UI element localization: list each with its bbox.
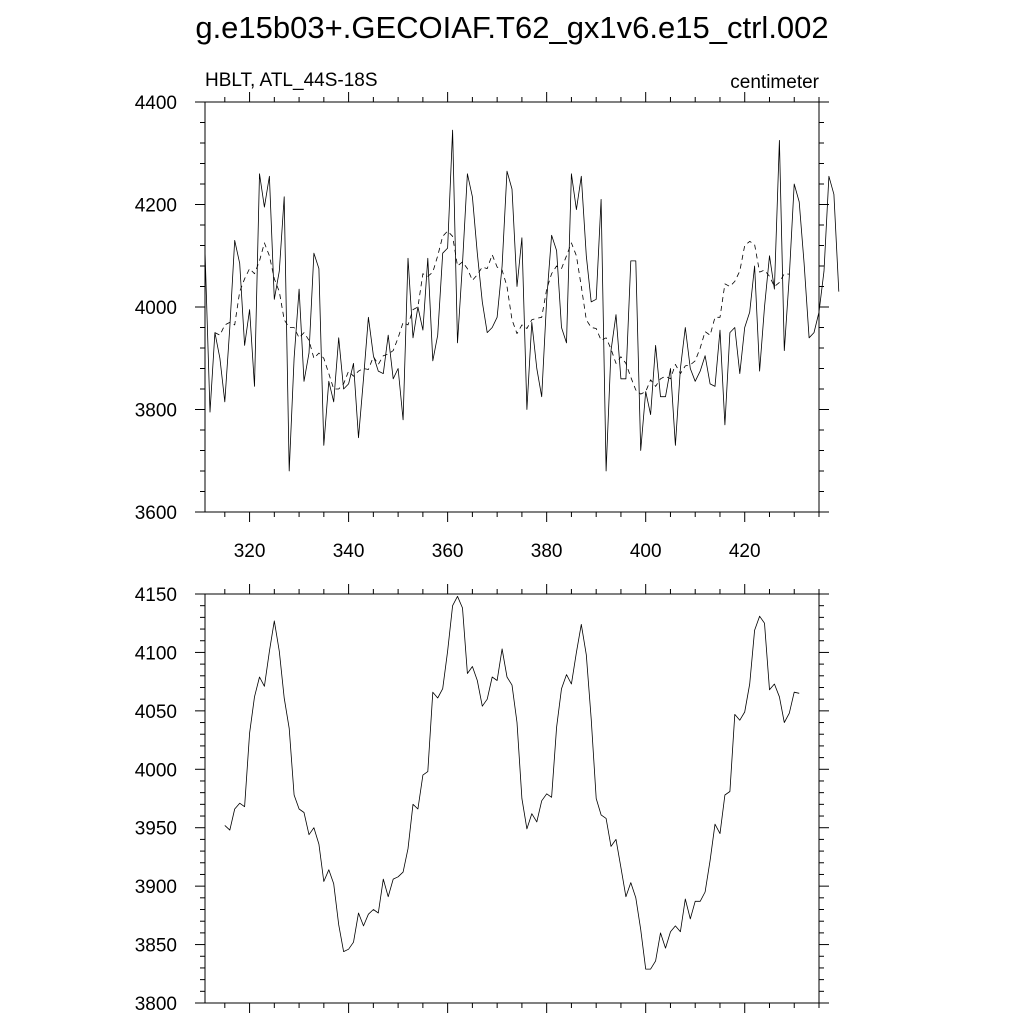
- y-tick-label: 3850: [135, 936, 177, 957]
- y-tick-label: 3600: [135, 503, 177, 524]
- series-line-running-mean: [224, 595, 800, 970]
- subtitle-left: HBLT, ATL_44S-18S: [205, 70, 378, 91]
- y-tick-label: 3800: [135, 401, 177, 422]
- y-tick-label: 3900: [135, 877, 177, 898]
- x-tick-label: 400: [630, 541, 662, 562]
- top-panel: HBLT, ATL_44S-18S centimeter 3600 3800 4000 4…: [135, 70, 840, 562]
- plot-frame: [204, 593, 820, 1004]
- bottom-panel: 3800 3850 3900 3950 4000 4050 4100 4150: [135, 584, 829, 1015]
- subtitle-right: centimeter: [730, 72, 819, 93]
- plot-frame: [204, 101, 820, 513]
- y-tick-label: 4200: [135, 196, 177, 217]
- chart-title: g.e15b03+.GECOIAF.T62_gx1v6.e15_ctrl.002: [195, 10, 828, 45]
- x-tick-label: 340: [333, 541, 365, 562]
- y-tick-label: 4100: [135, 643, 177, 664]
- y-tick-label: 3950: [135, 819, 177, 840]
- y-tick-label: 4000: [135, 760, 177, 781]
- y-tick-label: 4000: [135, 298, 177, 319]
- series-line-monthly: [204, 129, 840, 472]
- y-tick-label: 4150: [135, 585, 177, 606]
- x-tick-label: 420: [729, 541, 761, 562]
- y-tick-label: 4400: [135, 93, 177, 114]
- x-tick-label: 380: [531, 541, 563, 562]
- series-line-running-mean: [214, 230, 790, 395]
- y-tick-label: 4050: [135, 702, 177, 723]
- y-tick-label: 3800: [135, 994, 177, 1015]
- x-tick-label: 360: [432, 541, 464, 562]
- x-tick-label: 320: [234, 541, 266, 562]
